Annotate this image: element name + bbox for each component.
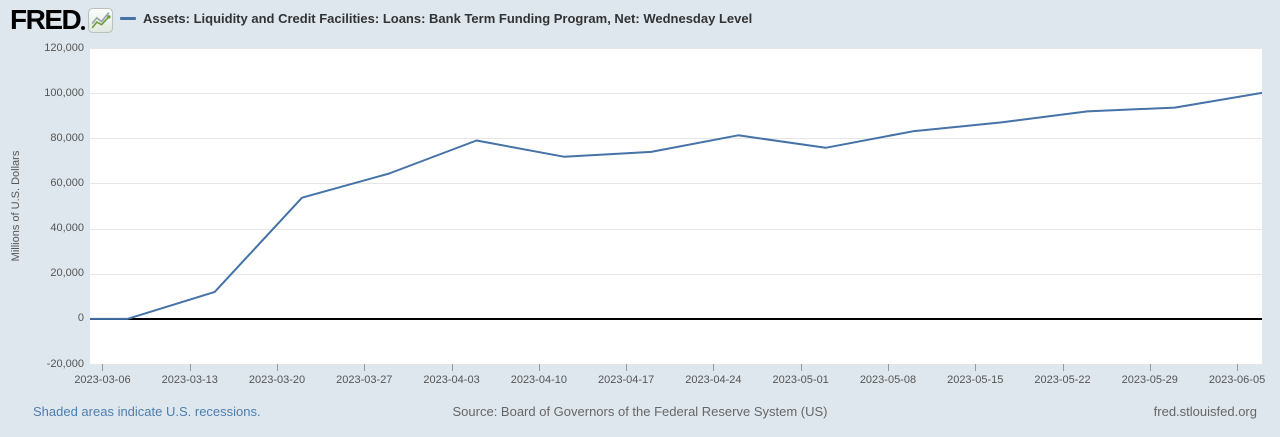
y-axis-label: 100,000	[44, 86, 84, 99]
x-axis-label: 2023-04-03	[423, 374, 480, 386]
x-axis-label: 2023-05-01	[772, 374, 829, 386]
source-text: Source: Board of Governors of the Federa…	[452, 404, 828, 419]
x-axis-label: 2023-05-22	[1034, 374, 1091, 386]
y-axis-label: 80,000	[50, 131, 84, 144]
x-axis-label: 2023-03-27	[336, 374, 393, 386]
x-axis-label: 2023-03-06	[74, 374, 131, 386]
series-legend: Assets: Liquidity and Credit Facilities:…	[120, 11, 752, 26]
x-axis-label: 2023-04-24	[685, 374, 742, 386]
fred-logo-text: FRED	[10, 4, 82, 35]
series-title: Assets: Liquidity and Credit Facilities:…	[143, 11, 753, 26]
x-axis-label: 2023-03-13	[161, 374, 218, 386]
x-axis-label: 2023-03-20	[248, 374, 306, 386]
y-axis-label: 40,000	[50, 222, 84, 235]
chart-footer: Source: Board of Governors of the Federa…	[0, 404, 1280, 424]
fred-logo-link[interactable]: FRED	[10, 4, 114, 36]
line-chart-canvas	[90, 48, 1262, 371]
y-axis-label: 60,000	[50, 176, 84, 189]
fred-sparkline-icon	[88, 7, 114, 33]
registered-mark-icon	[81, 26, 86, 30]
y-axis-label: -20,000	[46, 357, 84, 370]
data-line	[90, 91, 1262, 320]
x-axis-label: 2023-04-10	[510, 374, 567, 386]
y-axis-label: 20,000	[50, 267, 84, 280]
x-axis-label: 2023-05-15	[947, 374, 1004, 386]
x-axis-label: 2023-05-29	[1121, 374, 1178, 386]
x-axis-label: 2023-05-08	[859, 374, 917, 386]
plot-area[interactable]	[90, 48, 1262, 371]
y-axis-label: 120,000	[44, 41, 84, 54]
y-axis-title: Millions of U.S. Dollars	[10, 150, 22, 262]
fred-site-link[interactable]: fred.stlouisfed.org	[1153, 404, 1257, 419]
recessions-link[interactable]: Shaded areas indicate U.S. recessions.	[33, 404, 261, 419]
y-axis-label: 0	[77, 312, 84, 325]
x-axis-label: 2023-04-17	[597, 374, 655, 386]
legend-line-icon	[120, 17, 136, 20]
x-axis-label: 2023-06-05	[1208, 374, 1266, 386]
